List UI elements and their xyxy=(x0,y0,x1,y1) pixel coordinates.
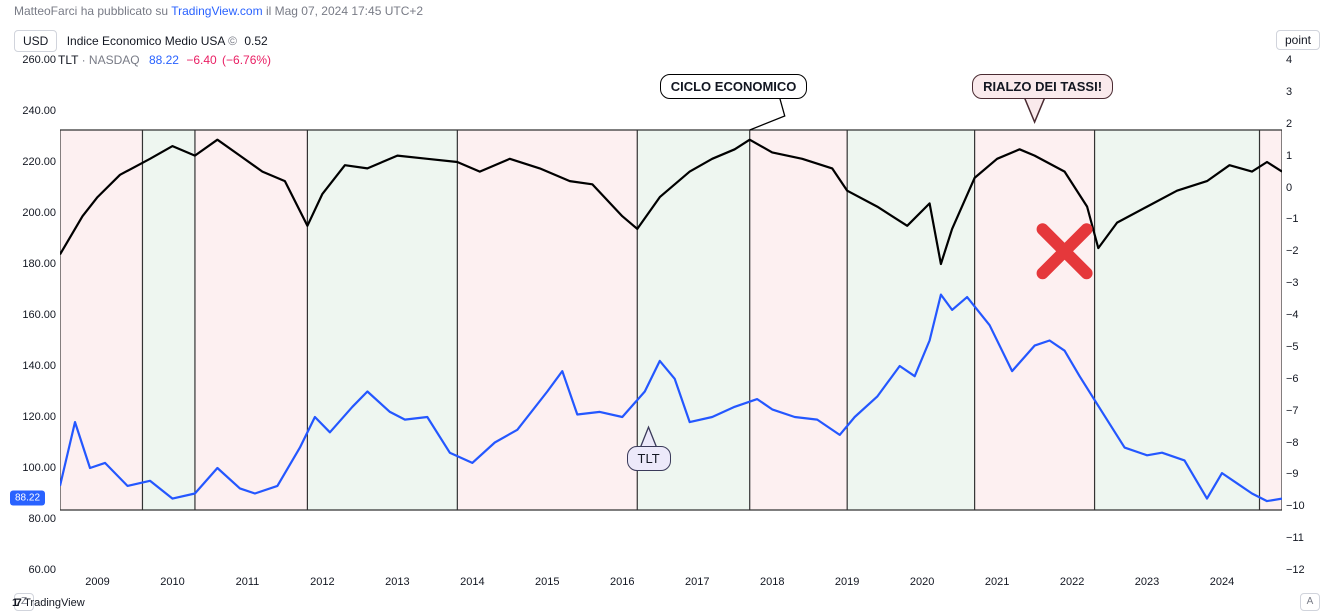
price-tag: 88.22 xyxy=(10,491,45,506)
x-tick: 2015 xyxy=(535,576,559,588)
chart-svg xyxy=(60,60,1282,570)
callout-ciclo: CICLO ECONOMICO xyxy=(660,74,808,99)
x-tick: 2019 xyxy=(835,576,859,588)
y-right-tick: −7 xyxy=(1286,405,1320,417)
y-right-tick: −9 xyxy=(1286,468,1320,480)
x-tick: 2024 xyxy=(1210,576,1234,588)
x-tick: 2020 xyxy=(910,576,934,588)
tradingview-logo: 17 TradingView xyxy=(12,597,85,609)
y-right-tick: −5 xyxy=(1286,341,1320,353)
x-tick: 2010 xyxy=(160,576,184,588)
y-right-tick: −3 xyxy=(1286,277,1320,289)
y-right-tick: −11 xyxy=(1286,532,1320,544)
x-tick: 2011 xyxy=(236,576,260,588)
y-right-tick: 1 xyxy=(1286,150,1320,162)
y-right-tick: −12 xyxy=(1286,564,1320,576)
y-right-tick: −8 xyxy=(1286,437,1320,449)
y-left-tick: 80.00 xyxy=(12,513,56,525)
main-chart[interactable]: 60.0080.00100.00120.00140.00160.00180.00… xyxy=(60,60,1282,570)
y-left-tick: 260.00 xyxy=(12,54,56,66)
y-left-tick: 120.00 xyxy=(12,411,56,423)
x-tick: 2017 xyxy=(685,576,709,588)
y-right-tick: 0 xyxy=(1286,182,1320,194)
publish-prefix: ha pubblicato su xyxy=(77,4,171,18)
x-tick: 2014 xyxy=(460,576,484,588)
x-tick: 2018 xyxy=(760,576,784,588)
y-right-tick: −10 xyxy=(1286,500,1320,512)
indicator-name: Indice Economico Medio USA xyxy=(67,34,225,48)
y-left-tick: 220.00 xyxy=(12,156,56,168)
copyright-icon: © xyxy=(228,34,237,48)
x-tick: 2022 xyxy=(1060,576,1084,588)
x-tick: 2023 xyxy=(1135,576,1159,588)
indicator-value: 0.52 xyxy=(244,34,267,48)
publish-suffix: il Mag 07, 2024 17:45 UTC+2 xyxy=(263,4,423,18)
site-link[interactable]: TradingView.com xyxy=(171,4,262,18)
right-axis-label[interactable]: point xyxy=(1276,30,1320,50)
x-tick: 2013 xyxy=(385,576,409,588)
currency-badge[interactable]: USD xyxy=(14,30,57,52)
y-right-tick: −6 xyxy=(1286,373,1320,385)
x-tick: 2016 xyxy=(610,576,634,588)
y-right-tick: 2 xyxy=(1286,118,1320,130)
y-right-tick: −4 xyxy=(1286,309,1320,321)
callout-tlt: TLT xyxy=(627,446,671,471)
y-left-tick: 240.00 xyxy=(12,105,56,117)
y-left-tick: 60.00 xyxy=(12,564,56,576)
author-name: MatteoFarci xyxy=(14,4,77,18)
y-left-tick: 200.00 xyxy=(12,207,56,219)
y-right-tick: 3 xyxy=(1286,86,1320,98)
y-right-tick: −2 xyxy=(1286,245,1320,257)
x-tick: 2009 xyxy=(85,576,109,588)
x-tick: 2012 xyxy=(310,576,334,588)
y-left-tick: 140.00 xyxy=(12,360,56,372)
y-left-tick: 160.00 xyxy=(12,309,56,321)
y-left-tick: 180.00 xyxy=(12,258,56,270)
callout-rialzo: RIALZO DEI TASSI! xyxy=(972,74,1113,99)
y-right-tick: −1 xyxy=(1286,213,1320,225)
y-right-tick: 4 xyxy=(1286,54,1320,66)
y-left-tick: 100.00 xyxy=(12,462,56,474)
zoom-a-button[interactable]: A xyxy=(1300,593,1320,611)
x-tick: 2021 xyxy=(985,576,1009,588)
